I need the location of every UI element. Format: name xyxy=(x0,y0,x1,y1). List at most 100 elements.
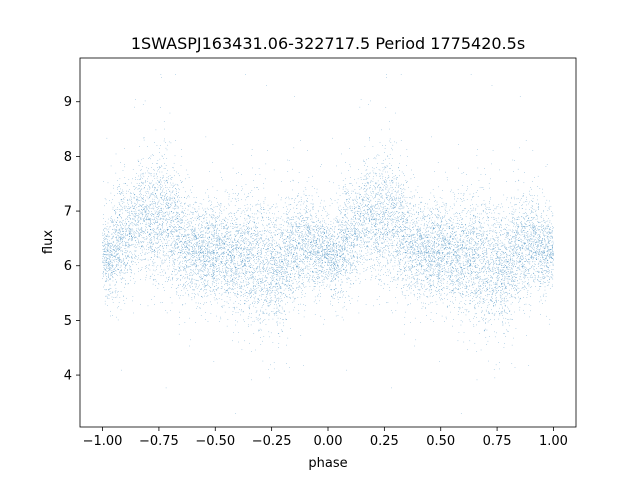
data-point xyxy=(311,241,312,242)
data-point xyxy=(244,205,246,206)
data-point xyxy=(153,216,155,217)
data-point xyxy=(418,253,420,254)
data-point xyxy=(146,214,147,216)
data-point xyxy=(143,231,145,233)
data-point xyxy=(172,190,173,192)
data-point xyxy=(162,237,163,238)
data-point xyxy=(523,195,524,197)
data-point xyxy=(302,283,303,284)
data-point xyxy=(473,215,474,217)
data-point xyxy=(309,232,310,233)
data-point xyxy=(457,223,459,224)
data-point xyxy=(288,240,290,242)
data-point xyxy=(150,245,151,247)
data-point xyxy=(380,193,381,194)
data-point xyxy=(184,241,186,242)
data-point xyxy=(457,258,458,260)
data-point xyxy=(428,241,430,242)
data-point xyxy=(246,258,248,259)
data-point xyxy=(447,307,448,308)
data-point xyxy=(423,270,425,271)
data-point xyxy=(534,281,536,283)
data-point xyxy=(477,274,479,276)
data-point xyxy=(484,168,485,169)
data-point xyxy=(134,240,136,241)
data-point xyxy=(317,228,319,229)
data-point xyxy=(527,240,528,242)
data-point xyxy=(502,217,503,219)
data-point xyxy=(187,253,189,255)
data-point xyxy=(407,219,408,221)
data-point xyxy=(305,238,306,239)
data-point xyxy=(278,246,280,247)
data-point xyxy=(465,264,466,266)
data-point xyxy=(259,239,260,241)
data-point xyxy=(252,265,254,266)
data-point xyxy=(349,206,350,208)
data-point xyxy=(286,286,288,287)
data-point xyxy=(271,251,272,252)
data-point xyxy=(242,258,243,260)
data-point xyxy=(532,200,534,202)
data-point xyxy=(519,300,520,302)
data-point xyxy=(377,198,379,200)
data-point xyxy=(550,249,552,250)
data-point xyxy=(330,242,331,244)
data-point xyxy=(341,290,342,291)
data-point xyxy=(432,231,433,233)
data-point xyxy=(234,277,236,279)
data-point xyxy=(447,269,449,271)
data-point xyxy=(243,310,244,312)
data-point xyxy=(336,216,338,217)
data-point xyxy=(476,295,478,297)
data-point xyxy=(258,329,260,331)
data-point xyxy=(220,223,222,225)
data-point xyxy=(427,267,428,268)
data-point xyxy=(170,192,172,194)
data-point xyxy=(306,234,307,235)
data-point xyxy=(237,268,239,269)
data-point xyxy=(152,219,153,220)
data-point xyxy=(116,222,117,223)
data-point xyxy=(453,226,455,228)
data-point xyxy=(152,224,153,225)
data-point xyxy=(532,236,534,238)
data-point xyxy=(451,252,452,253)
data-point xyxy=(138,234,140,236)
data-point xyxy=(433,321,434,322)
data-point xyxy=(504,261,506,263)
data-point xyxy=(399,216,400,217)
data-point xyxy=(261,234,263,236)
data-point xyxy=(303,209,305,210)
data-point xyxy=(247,253,248,255)
data-point xyxy=(476,228,478,230)
data-point xyxy=(115,221,117,223)
data-point xyxy=(143,220,145,222)
data-point xyxy=(319,300,320,302)
data-point xyxy=(445,263,447,265)
data-point xyxy=(460,244,462,245)
data-point xyxy=(397,264,399,266)
data-point xyxy=(162,250,164,252)
data-point xyxy=(351,257,353,259)
data-point xyxy=(317,243,319,245)
data-point xyxy=(220,263,221,265)
data-point xyxy=(536,253,537,254)
data-point xyxy=(230,238,231,240)
data-point xyxy=(552,264,554,266)
data-point xyxy=(128,225,130,227)
data-point xyxy=(432,248,434,249)
data-point xyxy=(531,257,532,258)
data-point xyxy=(548,207,550,209)
data-point xyxy=(524,285,525,287)
data-point xyxy=(220,244,222,246)
data-point xyxy=(292,246,294,247)
data-point xyxy=(457,280,458,282)
scatter-points xyxy=(102,74,554,414)
data-point xyxy=(163,121,165,122)
data-point xyxy=(481,312,482,313)
data-point xyxy=(207,242,208,244)
data-point xyxy=(543,274,544,275)
data-point xyxy=(509,255,510,256)
data-point xyxy=(303,304,304,305)
